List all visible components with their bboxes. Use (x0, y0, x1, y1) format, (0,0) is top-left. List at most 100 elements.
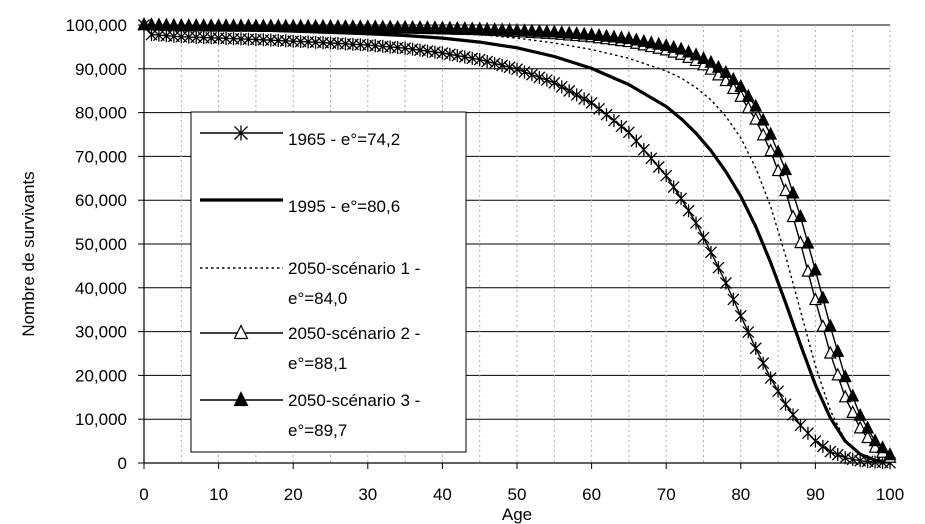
x-tick-label: 80 (731, 485, 750, 504)
star-marker (555, 80, 568, 94)
star-marker (436, 46, 449, 60)
filled-triangle-marker (137, 17, 151, 31)
open-triangle-marker (846, 405, 860, 418)
filled-triangle-marker (846, 388, 860, 402)
filled-triangle-marker (861, 420, 875, 434)
filled-triangle-marker (816, 290, 830, 304)
star-marker (488, 56, 501, 70)
filled-triangle-marker (547, 24, 561, 38)
star-marker (540, 73, 553, 87)
y-tick-label: 50,000 (75, 235, 127, 254)
x-tick-label: 90 (806, 485, 825, 504)
star-marker (615, 119, 628, 133)
filled-triangle-marker (682, 44, 696, 58)
legend-label: 2050-scénario 2 - (288, 324, 420, 343)
x-tick-label: 30 (358, 485, 377, 504)
open-triangle-marker (779, 183, 793, 197)
star-marker (630, 134, 643, 148)
filled-triangle-marker (674, 41, 688, 55)
star-marker (451, 49, 464, 63)
filled-triangle-marker (435, 20, 449, 34)
y-tick-label: 80,000 (75, 104, 127, 123)
filled-triangle-marker (152, 17, 166, 31)
filled-triangle-marker (883, 447, 897, 461)
filled-triangle-marker (585, 27, 599, 41)
filled-triangle-marker (600, 28, 613, 42)
star-marker (831, 448, 844, 462)
star-marker (749, 341, 762, 355)
filled-triangle-marker (771, 144, 785, 158)
filled-triangle-marker (689, 47, 703, 61)
filled-triangle-marker (592, 28, 606, 41)
star-marker (443, 47, 456, 61)
x-tick-label: 100 (876, 485, 904, 504)
star-marker (772, 384, 785, 398)
y-tick-label: 70,000 (75, 147, 127, 166)
x-tick-label: 70 (657, 485, 676, 504)
filled-triangle-marker (711, 59, 725, 73)
star-marker (496, 58, 509, 72)
star-marker (742, 325, 755, 339)
filled-triangle-marker (734, 78, 748, 92)
filled-triangle-marker (495, 22, 509, 36)
star-marker (570, 88, 583, 102)
star-marker (764, 371, 777, 385)
filled-triangle-marker (450, 20, 464, 34)
y-tick-labels: 0 10,000 20,000 30,000 40,000 50,000 60,000 70,… (66, 16, 127, 473)
x-tick-label: 10 (209, 485, 228, 504)
filled-triangle-marker (622, 31, 636, 45)
legend-label: 1965 - e°=74,2 (288, 130, 400, 149)
x-tick-label: 40 (433, 485, 452, 504)
filled-triangle-marker (577, 26, 591, 40)
legend-label: e°=84,0 (288, 289, 347, 308)
filled-triangle-marker (532, 23, 546, 37)
star-marker (660, 169, 673, 183)
y-tick-label: 40,000 (75, 279, 127, 298)
star-marker (757, 356, 770, 370)
filled-triangle-marker (570, 26, 584, 40)
filled-triangle-marker (667, 39, 681, 53)
y-axis-title: Nombre de survivants (19, 171, 38, 336)
filled-triangle-marker (562, 25, 576, 39)
filled-triangle-marker (503, 22, 517, 36)
filled-triangle-marker (838, 369, 852, 383)
x-axis-title: Age (502, 505, 532, 524)
star-marker (809, 434, 822, 448)
filled-triangle-marker (443, 20, 457, 34)
filled-triangle-marker (233, 391, 249, 407)
x-tick-label: 0 (139, 485, 148, 504)
open-triangle-marker (868, 439, 882, 453)
star-marker (690, 216, 702, 230)
filled-triangle-marker (794, 209, 807, 222)
star-marker (712, 261, 725, 275)
filled-triangle-marker (144, 17, 158, 31)
legend-label: e°=89,7 (288, 421, 347, 440)
series-3 (143, 24, 891, 464)
star-marker (458, 50, 471, 64)
star-marker (682, 204, 695, 218)
star-marker (667, 180, 680, 194)
filled-triangle-marker (786, 185, 800, 199)
filled-triangle-marker (540, 24, 554, 38)
star-marker (697, 231, 710, 245)
filled-triangle-marker (876, 440, 890, 454)
legend-item-3: 2050-scénario 1 - e°=84,0 (200, 259, 420, 308)
filled-triangle-marker (607, 29, 621, 43)
star-marker (503, 60, 516, 74)
filled-triangle-marker (652, 36, 666, 50)
y-tick-label: 10,000 (75, 410, 127, 429)
filled-triangle-marker (458, 21, 472, 35)
series-line (143, 24, 891, 464)
filled-triangle-marker (473, 21, 487, 35)
filled-triangle-marker (749, 98, 763, 112)
star-marker (481, 55, 494, 69)
star-marker (816, 439, 829, 453)
star-marker (563, 84, 576, 98)
filled-triangle-marker (510, 22, 524, 36)
filled-triangle-marker (779, 162, 793, 176)
legend-box (190, 111, 467, 453)
star-marker (511, 62, 523, 76)
legend-label: 1995 - e°=80,6 (288, 197, 400, 216)
star-marker (727, 292, 740, 306)
